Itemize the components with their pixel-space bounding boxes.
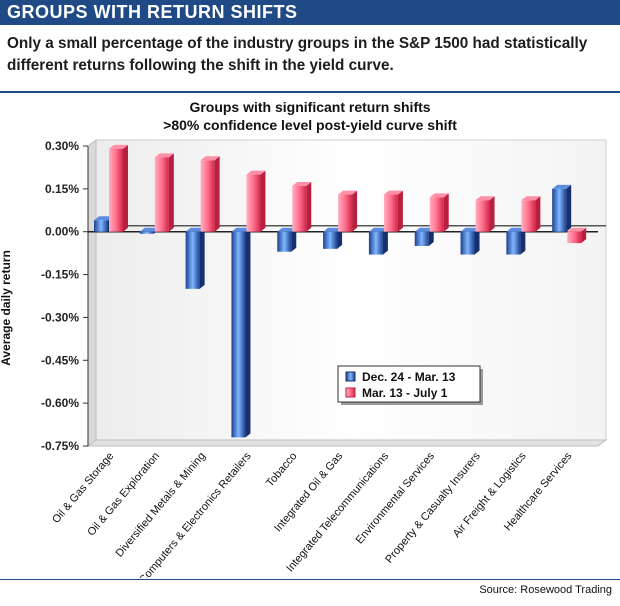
bottom-rule [0,579,620,580]
y-tick-label: -0.60% [41,396,79,410]
chart-subtitle: >80% confidence level post-yield curve s… [163,117,457,133]
bar-blue [368,227,388,255]
chart-side-wall [87,139,97,447]
y-tick-label: 0.30% [45,139,79,153]
x-category-label: Tobacco [264,450,300,489]
header-banner: GROUPS WITH RETURN SHIFTS [0,0,620,25]
bar-red [383,190,403,232]
source-note: Source: Rosewood Trading [479,584,612,596]
x-category-label: Diversified Metals & Mining [113,450,207,559]
bar-red [521,196,541,232]
bar-blue [460,227,480,255]
bar-red [200,156,220,232]
y-tick-label: -0.45% [41,353,79,367]
bar-blue [185,227,205,289]
bar-blue [552,184,572,232]
bar-blue [323,227,343,249]
bar-red [429,193,449,232]
legend-label: Mar. 13 - July 1 [362,386,448,400]
legend-swatch [345,387,356,398]
bar-blue [231,227,251,438]
bar-blue [277,227,297,252]
header-subtitle: Only a small percentage of the industry … [7,35,588,74]
bar-red [154,153,174,232]
bar-red [338,190,358,232]
y-tick-label: -0.30% [41,310,79,324]
bar-red [475,196,495,232]
x-category-label: Environmental Services [354,450,438,547]
bar-chart: 0.30% 0.15% 0.00% -0.15% -0.30% -0.45% -0.60% -… [0,139,608,578]
legend-box [337,365,481,403]
legend-label: Dec. 24 - Mar. 13 [362,370,456,384]
bar-blue [506,227,526,255]
y-tick-label: 0.00% [45,225,79,239]
bar-red [109,144,128,232]
bar-red [246,170,266,232]
bar-red [567,227,587,244]
y-tick-label: -0.75% [41,439,79,453]
chart-title: Groups with significant return shifts [189,99,431,115]
bar-blue [414,227,434,246]
x-category-label: Property & Casualty Insurers [383,450,483,566]
chart-floor [86,439,608,447]
y-tick-label: -0.15% [41,268,79,282]
y-axis-label: Average daily return [0,250,13,366]
legend-swatch [345,371,356,382]
top-rule [0,91,620,93]
y-tick-label: 0.15% [45,182,79,196]
bar-red [292,182,312,232]
